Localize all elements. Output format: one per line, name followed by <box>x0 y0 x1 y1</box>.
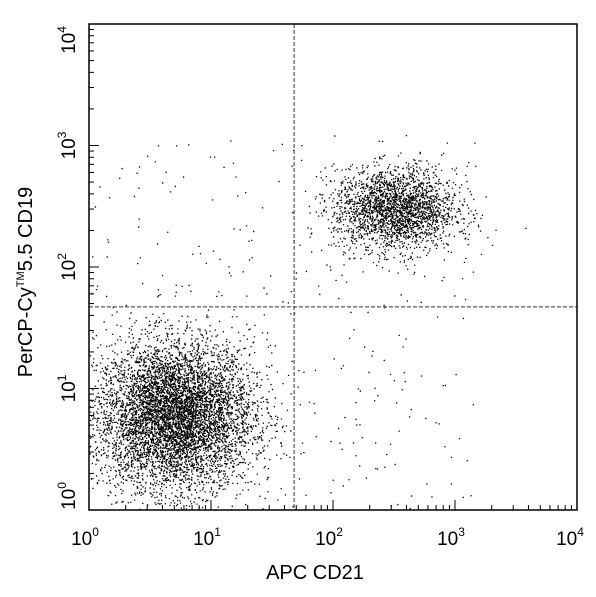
event-dots <box>89 135 527 511</box>
y-tick-label: 100 <box>55 482 80 510</box>
y-tick-label: 103 <box>55 131 80 159</box>
x-tick-label: 103 <box>437 525 465 550</box>
x-axis-label: APC CD21 <box>266 562 364 584</box>
x-tick-label: 104 <box>556 525 584 550</box>
x-axis-ticks: 100 101 102 103 104 <box>71 500 584 550</box>
event-dot-cloud <box>89 135 527 511</box>
y-tick-label: 104 <box>55 26 80 54</box>
y-tick-label: 102 <box>55 253 80 281</box>
x-tick-label: 100 <box>71 525 99 550</box>
x-tick-label: 101 <box>193 525 221 550</box>
y-tick-label: 101 <box>55 374 80 402</box>
y-axis-label: PerCP-CyTM5.5 CD19 <box>15 187 37 377</box>
x-tick-label: 102 <box>315 525 343 550</box>
y-axis-ticks: 100 101 102 103 104 <box>55 23 99 511</box>
